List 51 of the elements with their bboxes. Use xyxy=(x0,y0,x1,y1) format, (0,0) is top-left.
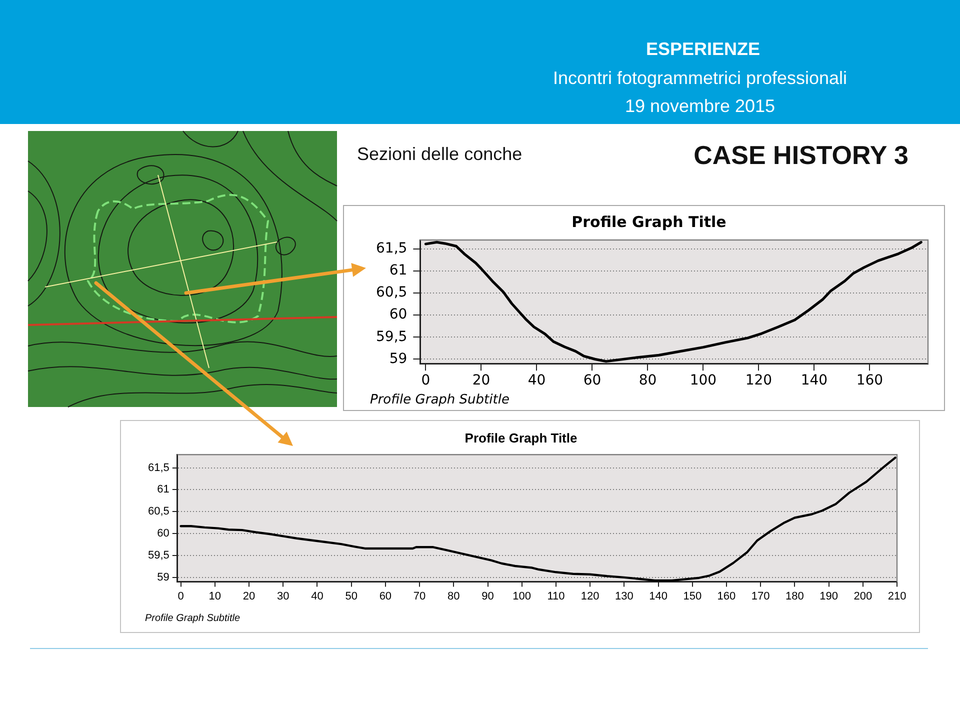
x-tick-label: 30 xyxy=(277,590,290,602)
x-tick-label: 70 xyxy=(413,590,426,602)
x-tick-label: 40 xyxy=(311,590,324,602)
y-tick-label: 59,5 xyxy=(148,550,170,562)
y-tick-label: 61,5 xyxy=(376,240,408,256)
x-tick-label: 180 xyxy=(786,590,804,602)
text: ESPERIENZE xyxy=(646,39,760,60)
x-tick-label: 140 xyxy=(800,372,828,389)
x-tick-label: 150 xyxy=(683,590,702,602)
x-tick-label: 210 xyxy=(888,590,906,602)
chart-title: Profile Graph Title xyxy=(464,430,578,446)
y-tick-label: 59 xyxy=(157,571,170,584)
text: Profile Graph Subtitle xyxy=(145,612,240,624)
text: CASE HISTORY 3 xyxy=(694,140,908,171)
y-tick-label: 59,5 xyxy=(376,328,408,345)
x-tick-label: 120 xyxy=(580,590,600,602)
text: Sezioni delle conche xyxy=(357,144,522,165)
x-tick-label: 20 xyxy=(472,372,490,389)
x-tick-label: 200 xyxy=(854,590,872,602)
x-tick-label: 120 xyxy=(745,372,772,389)
x-tick-label: 160 xyxy=(856,372,884,389)
y-tick-label: 60,5 xyxy=(148,506,170,518)
y-tick-label: 61 xyxy=(157,484,170,496)
x-tick-label: 0 xyxy=(421,372,430,389)
x-tick-label: 50 xyxy=(345,590,358,602)
x-tick-label: 110 xyxy=(547,590,565,602)
x-tick-label: 160 xyxy=(717,590,736,602)
x-tick-label: 10 xyxy=(208,590,222,602)
y-tick-label: 61 xyxy=(389,262,408,279)
x-tick-label: 40 xyxy=(528,372,546,389)
text: 19 novembre 2015 xyxy=(624,96,776,117)
chart-title: Profile Graph Title xyxy=(572,212,726,231)
x-tick-label: 60 xyxy=(583,372,602,389)
text: Profile Graph Subtitle xyxy=(370,392,510,408)
x-tick-label: 100 xyxy=(690,372,717,389)
x-tick-label: 170 xyxy=(751,590,770,602)
x-tick-label: 140 xyxy=(649,590,668,602)
y-tick-label: 59 xyxy=(389,350,408,367)
x-tick-label: 0 xyxy=(178,590,184,602)
y-tick-label: 60 xyxy=(157,528,170,540)
y-tick-label: 60 xyxy=(389,306,408,323)
text: Incontri fotogrammetrici professionali xyxy=(552,68,848,89)
y-tick-label: 60,5 xyxy=(376,284,408,301)
x-tick-label: 80 xyxy=(638,372,657,389)
x-tick-label: 20 xyxy=(242,590,256,602)
x-tick-label: 190 xyxy=(820,590,838,602)
y-tick-label: 61,5 xyxy=(148,462,170,474)
x-tick-label: 80 xyxy=(448,590,460,602)
x-tick-label: 90 xyxy=(482,590,494,602)
x-tick-label: 130 xyxy=(614,590,634,602)
x-tick-label: 100 xyxy=(512,590,532,602)
